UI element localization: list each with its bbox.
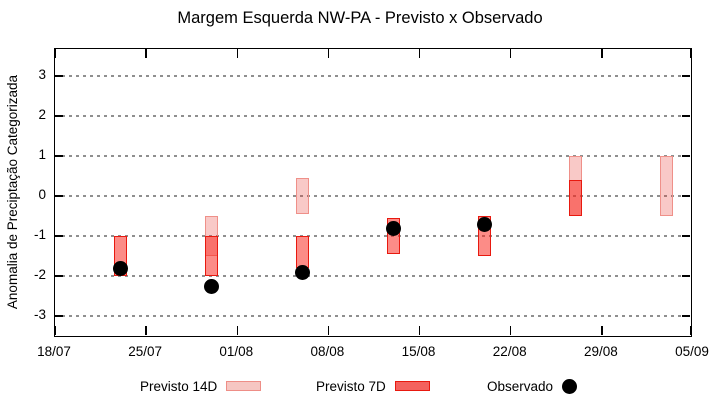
- y-tick: [55, 75, 63, 77]
- x-tick: [54, 326, 56, 335]
- x-tick: [509, 49, 512, 58]
- legend-label-previsto-7d: Previsto 7D: [316, 378, 386, 394]
- x-tick-label: 22/08: [492, 344, 527, 359]
- x-tick: [690, 49, 692, 58]
- legend-label-previsto-14d: Previsto 14D: [140, 378, 218, 394]
- gridline: [55, 235, 691, 237]
- tick-layer: [54, 49, 692, 336]
- gridline: [55, 155, 691, 157]
- y-tick: [55, 155, 63, 157]
- legend-item-observado: Observado: [487, 374, 578, 398]
- gridline: [55, 75, 691, 77]
- x-tick: [601, 326, 603, 335]
- y-tick-label: 3: [38, 67, 46, 82]
- x-tick: [418, 326, 421, 335]
- bar-previsto-14d: [660, 156, 674, 216]
- legend: Previsto 14D Previsto 7D Observado: [0, 374, 720, 398]
- gridline: [55, 115, 691, 117]
- y-tick: [55, 315, 63, 317]
- x-tick-label: 01/08: [219, 344, 254, 359]
- y-tick-label: 0: [38, 187, 46, 202]
- y-tick-label: 2: [38, 107, 46, 122]
- observado-dot: [386, 220, 402, 236]
- bar-previsto-7d: [569, 180, 583, 216]
- gridline: [55, 195, 691, 197]
- x-tick: [54, 49, 56, 58]
- x-tick: [145, 326, 147, 335]
- observado-dot: [203, 278, 219, 294]
- x-tick-label: 25/07: [128, 344, 163, 359]
- chart-title: Margem Esquerda NW-PA - Previsto x Obser…: [177, 9, 543, 27]
- x-tick-label: 05/09: [675, 344, 709, 359]
- legend-item-previsto-7d: Previsto 7D: [316, 374, 430, 398]
- y-tick: [682, 75, 690, 77]
- y-tick: [55, 115, 63, 117]
- x-tick: [236, 326, 239, 335]
- x-tick: [327, 326, 330, 335]
- x-tick: [509, 326, 512, 335]
- observado-dot: [112, 260, 128, 276]
- x-tick: [690, 326, 692, 335]
- y-tick: [682, 155, 690, 157]
- legend-swatch-previsto-14d: [226, 381, 262, 391]
- y-tick-label: 1: [38, 147, 46, 162]
- plot-area: [54, 48, 692, 337]
- y-tick: [55, 235, 63, 237]
- x-tick-label: 08/08: [310, 344, 345, 359]
- x-tick: [418, 49, 421, 58]
- x-tick-label: 15/08: [401, 344, 436, 359]
- y-tick-label: -2: [33, 267, 46, 282]
- gridline: [55, 315, 691, 317]
- y-tick: [682, 115, 690, 117]
- y-tick: [55, 195, 63, 197]
- observado-dot: [477, 216, 493, 232]
- bar-previsto-7d: [204, 236, 218, 276]
- grid-layer: [55, 49, 691, 336]
- legend-observado-dot: [562, 378, 578, 394]
- x-tick: [236, 49, 239, 58]
- bar-layer: [55, 49, 691, 336]
- y-tick: [682, 275, 690, 277]
- dot-layer: [55, 49, 691, 336]
- x-tick: [145, 49, 147, 58]
- y-tick: [682, 315, 690, 317]
- x-tick-label: 29/08: [583, 344, 618, 359]
- gridline: [55, 275, 691, 277]
- legend-swatch-previsto-7d: [394, 381, 430, 391]
- legend-label-observado: Observado: [487, 378, 554, 394]
- y-tick: [682, 195, 690, 197]
- y-tick-label: -1: [33, 227, 46, 242]
- y-tick: [682, 235, 690, 237]
- x-tick-label: 18/07: [37, 344, 71, 359]
- x-tick: [327, 49, 330, 58]
- y-tick: [55, 275, 63, 277]
- bar-previsto-14d: [295, 178, 309, 214]
- legend-item-previsto-14d: Previsto 14D: [140, 374, 262, 398]
- x-tick: [601, 49, 603, 58]
- y-tick-label: -3: [33, 307, 46, 322]
- observado-dot: [294, 264, 310, 280]
